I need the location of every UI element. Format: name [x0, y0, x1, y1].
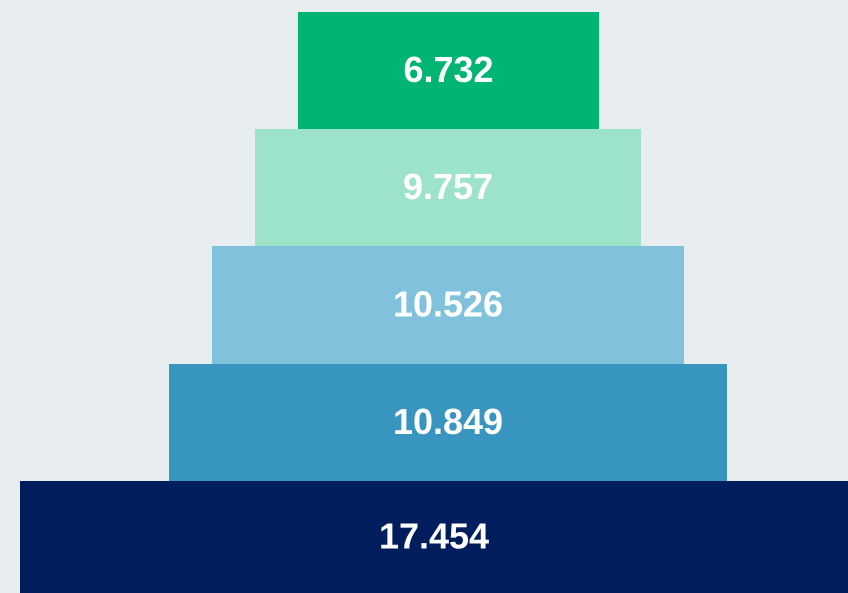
- pyramid-tier: [255, 129, 641, 246]
- tier-value-label: 10.526: [393, 284, 503, 325]
- tier-value-label: 17.454: [379, 516, 489, 557]
- pyramid-tier: [212, 246, 684, 364]
- pyramid-tier: [298, 12, 599, 129]
- tier-value-label: 10.849: [393, 401, 503, 442]
- pyramid-tier: [20, 481, 848, 593]
- pyramid-tier: [169, 364, 727, 481]
- tier-value-label: 6.732: [403, 49, 493, 90]
- tier-value-label: 9.757: [403, 166, 493, 207]
